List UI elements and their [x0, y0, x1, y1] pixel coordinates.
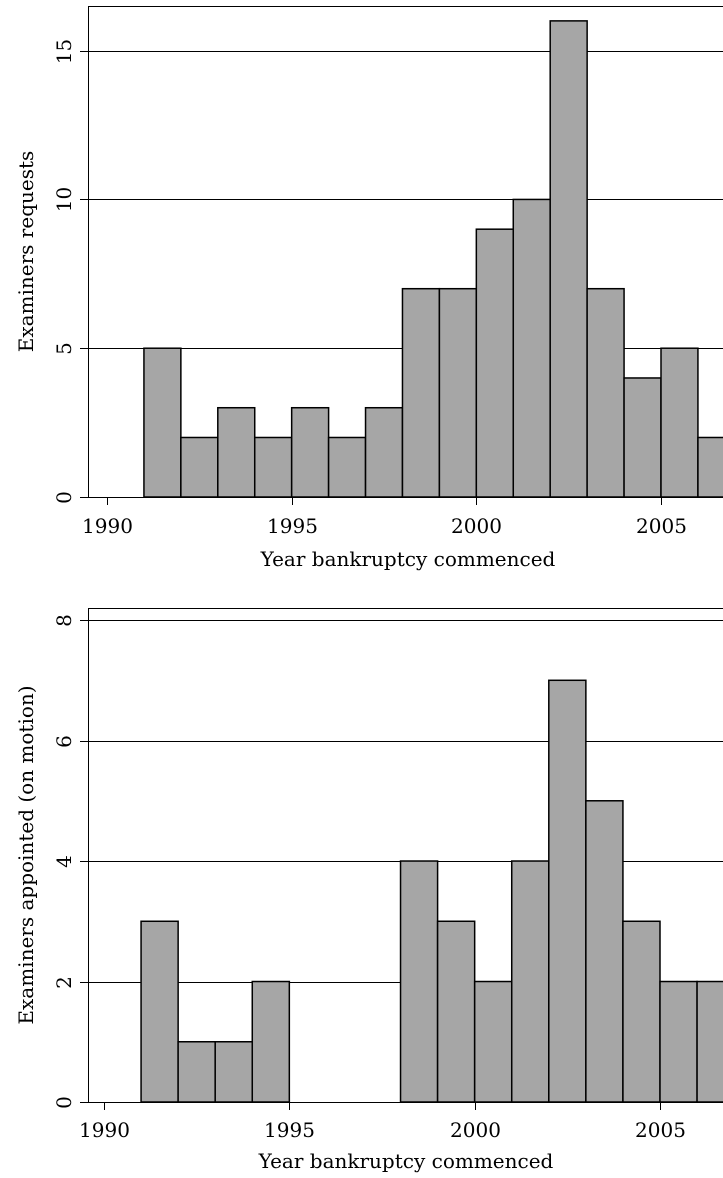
bar-2005	[659, 980, 698, 1103]
y-axis-title: Examiners requests	[14, 151, 38, 353]
bar-2005	[660, 347, 699, 498]
bar-1991	[143, 347, 182, 498]
bar-2000	[475, 228, 515, 498]
bar-1991	[140, 920, 179, 1103]
x-tick-label-1990: 1990	[82, 514, 133, 538]
y-tick-label-6: 6	[52, 735, 76, 748]
bar-1993	[214, 1041, 254, 1103]
y-tick-label-0: 0	[52, 1096, 76, 1109]
x-axis-title: Year bankruptcy commenced	[258, 1149, 554, 1173]
x-tick-label-2000: 2000	[450, 1118, 501, 1142]
y-tick-label-0: 0	[52, 491, 76, 504]
y-tick-label-8: 8	[52, 614, 76, 627]
x-axis-title: Year bankruptcy commenced	[260, 547, 556, 571]
bar-1998	[399, 860, 439, 1103]
x-tick-label-2000: 2000	[451, 514, 502, 538]
bar-1992	[177, 1041, 216, 1103]
y-axis-title: Examiners appointed (on motion)	[14, 685, 38, 1024]
bar-1994	[253, 436, 293, 498]
bar-2001	[512, 198, 551, 498]
bar-2001	[510, 860, 550, 1103]
examiners-appointed-chart: 0 2 4 6 8 1990 1995 2000 2005 Year bankruptcy com…	[14, 608, 723, 1173]
y-tick-label-10: 10	[52, 187, 76, 212]
x-tick-label-1995: 1995	[264, 1118, 315, 1142]
x-tick-label-1995: 1995	[267, 514, 318, 538]
y-tick-label-4: 4	[52, 855, 76, 868]
y-tick-label-5: 5	[52, 342, 76, 355]
bar-1992	[180, 436, 219, 498]
bar-2002	[549, 20, 588, 498]
bar-1997	[364, 406, 404, 498]
bar-1994	[251, 980, 291, 1103]
x-tick-label-2005: 2005	[635, 1118, 686, 1142]
bar-1995	[290, 406, 330, 498]
bar-1999	[436, 920, 476, 1103]
bar-2002	[548, 679, 587, 1103]
y-tick-label-2: 2	[52, 976, 76, 989]
bar-1999	[438, 287, 478, 498]
bar-2004	[623, 377, 662, 498]
y-tick-label-15: 15	[52, 39, 76, 64]
bar-1993	[217, 406, 256, 498]
bar-2003	[586, 287, 625, 498]
bar-2003	[585, 800, 624, 1103]
x-tick-label-2005: 2005	[636, 514, 687, 538]
bar-2000	[473, 980, 513, 1103]
bar-2004	[622, 920, 661, 1103]
bar-2006	[697, 436, 723, 498]
bar-1998	[401, 287, 441, 498]
bar-2006	[696, 980, 723, 1103]
examiners-requests-chart: 0 5 10 15 1990 1995 2000 2005 Year bankruptcy co…	[14, 6, 723, 571]
bar-1996	[327, 436, 367, 498]
x-tick-label-1990: 1990	[79, 1118, 130, 1142]
